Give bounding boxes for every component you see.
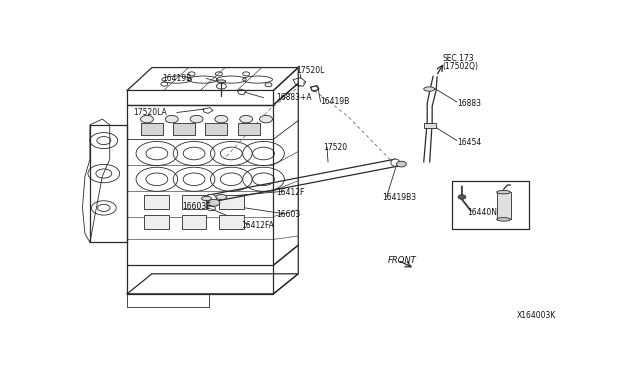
Bar xyxy=(219,195,244,209)
Text: 16440N: 16440N xyxy=(467,208,497,217)
Text: 16412FA: 16412FA xyxy=(241,221,274,230)
Bar xyxy=(145,195,169,209)
Bar xyxy=(497,192,511,219)
Text: FRONT: FRONT xyxy=(388,256,416,264)
Bar xyxy=(237,124,260,135)
Circle shape xyxy=(396,161,406,167)
Bar xyxy=(182,195,207,209)
Text: 16603E: 16603E xyxy=(182,202,211,211)
Bar xyxy=(182,215,207,230)
Circle shape xyxy=(240,115,253,123)
Text: 16412F: 16412F xyxy=(276,187,304,197)
Bar xyxy=(424,122,436,128)
Bar xyxy=(173,124,195,135)
Circle shape xyxy=(190,115,203,123)
Ellipse shape xyxy=(205,195,217,203)
Bar xyxy=(452,181,529,230)
Bar xyxy=(141,124,163,135)
Text: 16419B: 16419B xyxy=(321,97,350,106)
Text: (17502Q): (17502Q) xyxy=(442,62,478,71)
Bar xyxy=(145,215,169,230)
Circle shape xyxy=(141,115,154,123)
Text: X164003K: X164003K xyxy=(516,311,556,320)
Circle shape xyxy=(208,199,220,206)
Bar xyxy=(219,215,244,230)
Circle shape xyxy=(260,115,273,123)
Text: 16883+A: 16883+A xyxy=(276,93,312,102)
Ellipse shape xyxy=(202,196,211,201)
Text: 17520L: 17520L xyxy=(296,67,324,76)
Circle shape xyxy=(165,115,178,123)
Text: 16603: 16603 xyxy=(276,210,300,219)
Circle shape xyxy=(215,115,228,123)
Ellipse shape xyxy=(424,87,435,91)
Text: 16419B: 16419B xyxy=(163,74,191,83)
Text: SEC.173: SEC.173 xyxy=(442,54,474,64)
Text: 17520LA: 17520LA xyxy=(133,108,167,117)
Text: 17520: 17520 xyxy=(323,143,347,152)
Bar xyxy=(205,124,227,135)
Circle shape xyxy=(458,195,466,199)
Ellipse shape xyxy=(391,159,400,166)
Ellipse shape xyxy=(217,80,226,83)
Text: 16419B3: 16419B3 xyxy=(383,193,417,202)
Ellipse shape xyxy=(497,190,511,194)
Ellipse shape xyxy=(497,218,511,221)
Text: 16883: 16883 xyxy=(457,99,481,108)
Text: 16454: 16454 xyxy=(457,138,481,147)
Ellipse shape xyxy=(216,195,227,200)
